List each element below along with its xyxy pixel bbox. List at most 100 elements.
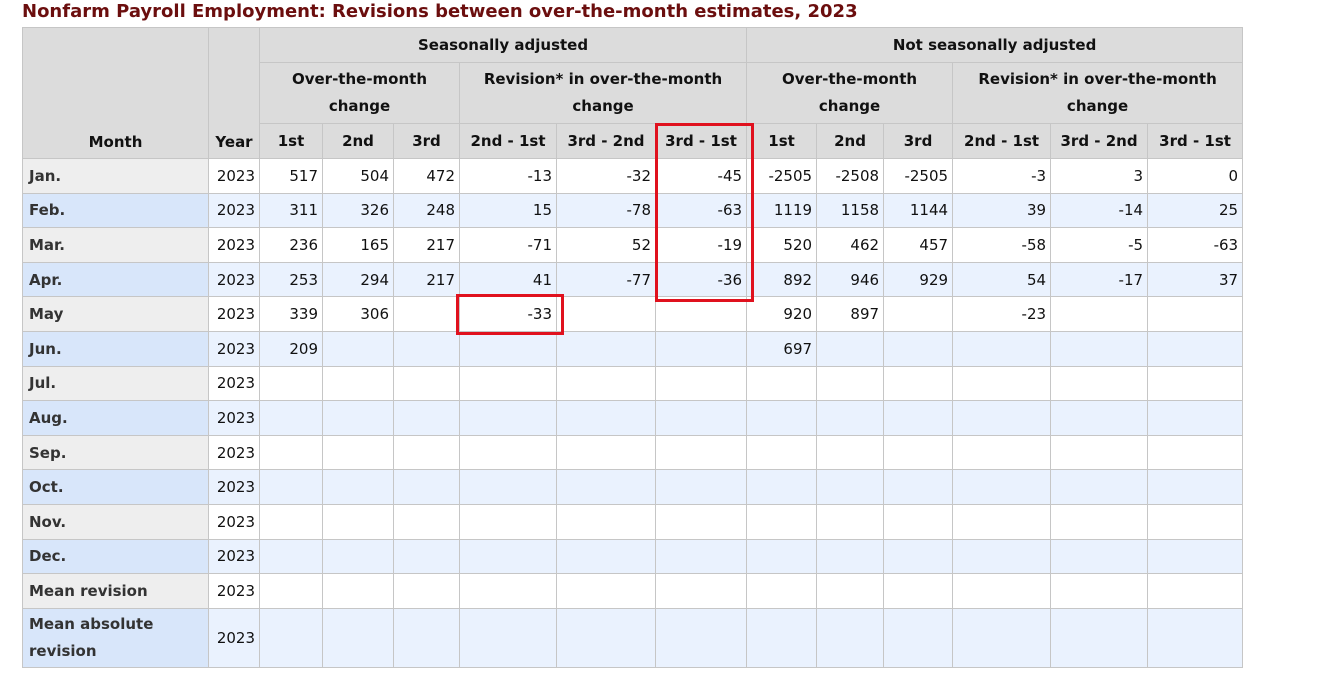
sa-revision-header: Revision* in over-the-month change — [458, 62, 748, 124]
value-cell: 920 — [746, 296, 818, 332]
value-cell — [1147, 469, 1244, 505]
value-cell — [1147, 296, 1244, 332]
value-cell: 39 — [952, 192, 1052, 229]
sa-2nd-1st-header: 2nd - 1st — [459, 123, 557, 159]
value-cell — [654, 434, 748, 471]
month-header: Month — [22, 27, 209, 159]
value-cell — [654, 365, 748, 402]
nsa-3rd-1st-header: 3rd - 1st — [1147, 123, 1244, 159]
value-cell — [952, 400, 1052, 436]
value-cell — [1147, 503, 1244, 540]
value-cell: 3 — [1050, 158, 1149, 194]
value-cell — [952, 573, 1052, 609]
value-cell: -2505 — [883, 158, 954, 194]
value-cell — [259, 538, 323, 575]
row-month-label: Feb. — [22, 192, 209, 229]
value-cell — [459, 503, 557, 540]
row-year: 2023 — [208, 158, 260, 194]
table-row: May 2023 339 306 -33 920 897 -23 — [22, 296, 1244, 332]
value-cell — [459, 365, 557, 402]
value-cell — [952, 434, 1052, 471]
sa-3rd-2nd-header: 3rd - 2nd — [556, 123, 656, 159]
value-cell — [746, 400, 818, 436]
value-cell: 311 — [259, 192, 323, 229]
value-cell — [556, 607, 656, 668]
value-cell — [556, 469, 656, 505]
value-cell — [816, 538, 885, 575]
value-cell: -78 — [556, 192, 656, 229]
value-cell — [816, 503, 885, 540]
value-cell — [654, 607, 748, 668]
row-year: 2023 — [208, 365, 260, 402]
value-cell: 25 — [1147, 192, 1244, 229]
value-cell — [459, 434, 557, 471]
row-year: 2023 — [208, 261, 260, 298]
nsa-1st-header: 1st — [746, 123, 818, 159]
sa-otm-change-header: Over-the-month change — [259, 62, 460, 124]
value-cell — [322, 503, 394, 540]
sa-2nd-header: 2nd — [322, 123, 394, 159]
table-row: Jul. 2023 — [22, 365, 1244, 402]
table-row: Jan. 2023 517 504 472 -13 -32 -45 -2505 -2508 -250… — [22, 158, 1244, 194]
value-cell — [746, 538, 818, 575]
value-cell — [1147, 400, 1244, 436]
value-cell — [322, 573, 394, 609]
value-cell — [952, 503, 1052, 540]
sa-3rd-1st-header: 3rd - 1st — [654, 123, 748, 159]
value-cell: -77 — [556, 261, 656, 298]
value-cell: -36 — [654, 261, 748, 298]
value-cell — [654, 469, 748, 505]
row-month-label: Jun. — [22, 330, 209, 367]
value-cell — [1050, 573, 1149, 609]
value-cell — [1147, 434, 1244, 471]
value-cell: 41 — [459, 261, 557, 298]
value-cell — [952, 538, 1052, 575]
nsa-3rd-2nd-header: 3rd - 2nd — [1050, 123, 1149, 159]
value-cell: 339 — [259, 296, 323, 332]
value-cell — [816, 434, 885, 471]
value-cell — [654, 573, 748, 609]
row-month-label: Dec. — [22, 538, 209, 575]
value-cell — [393, 434, 460, 471]
row-month-label: Oct. — [22, 469, 209, 505]
value-cell — [883, 469, 954, 505]
row-month-label: Jan. — [22, 158, 209, 194]
value-cell — [1147, 573, 1244, 609]
value-cell: 697 — [746, 330, 818, 367]
value-cell: 946 — [816, 261, 885, 298]
value-cell: 209 — [259, 330, 323, 367]
value-cell — [1050, 434, 1149, 471]
value-cell — [1050, 296, 1149, 332]
value-cell — [556, 330, 656, 367]
value-cell — [883, 538, 954, 575]
value-cell: -32 — [556, 158, 656, 194]
value-cell — [556, 365, 656, 402]
value-cell — [883, 573, 954, 609]
value-cell — [1147, 330, 1244, 367]
value-cell — [654, 400, 748, 436]
row-month-label: Sep. — [22, 434, 209, 471]
nsa-2nd-1st-header: 2nd - 1st — [952, 123, 1052, 159]
value-cell — [1050, 400, 1149, 436]
value-cell: -2505 — [746, 158, 818, 194]
value-cell — [816, 573, 885, 609]
row-year: 2023 — [208, 573, 260, 609]
row-month-label: Jul. — [22, 365, 209, 402]
value-cell — [816, 400, 885, 436]
value-cell — [259, 469, 323, 505]
value-cell — [1147, 538, 1244, 575]
value-cell — [393, 330, 460, 367]
row-year: 2023 — [208, 192, 260, 229]
value-cell: -63 — [654, 192, 748, 229]
nsa-2nd-header: 2nd — [816, 123, 885, 159]
value-cell: 929 — [883, 261, 954, 298]
table-row: Apr. 2023 253 294 217 41 -77 -36 892 946 929 54 -17 3… — [22, 261, 1244, 298]
value-cell: -17 — [1050, 261, 1149, 298]
value-cell — [459, 400, 557, 436]
value-cell: 217 — [393, 227, 460, 263]
year-header: Year — [208, 27, 260, 159]
nsa-3rd-header: 3rd — [883, 123, 954, 159]
value-cell — [883, 365, 954, 402]
value-cell: 294 — [322, 261, 394, 298]
value-cell — [322, 607, 394, 668]
